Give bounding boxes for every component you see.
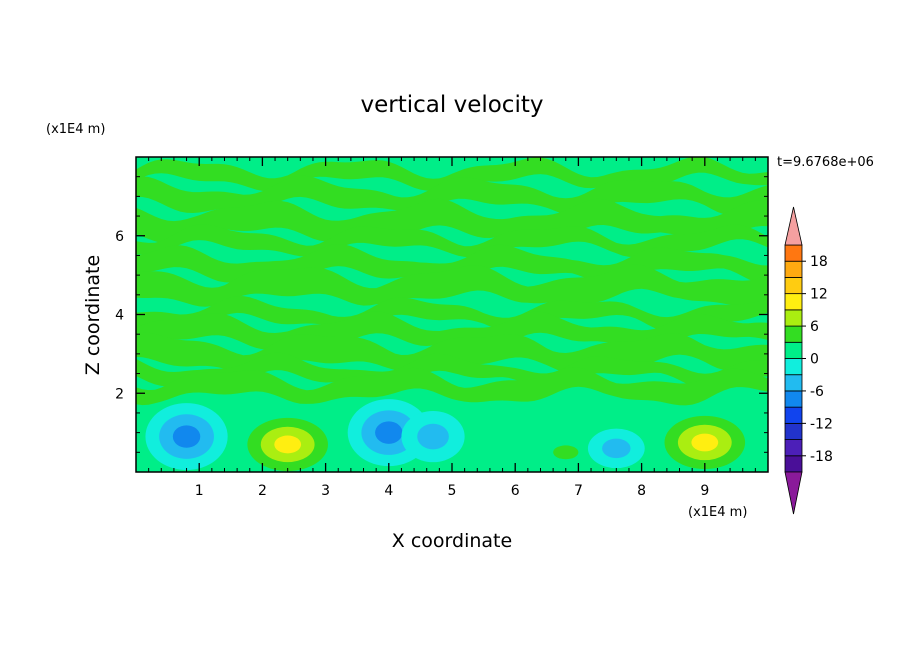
downdraft-contour <box>375 421 403 444</box>
colorbar-label: 12 <box>810 287 828 303</box>
x-tick-label: 9 <box>700 483 709 499</box>
x-unit-label: (x1E4 m) <box>688 505 747 520</box>
colorbar-label: -12 <box>810 416 833 432</box>
colorbar-segment <box>784 455 803 473</box>
y-tick-label: 4 <box>115 308 124 324</box>
colorbar-segment <box>784 358 803 376</box>
x-tick-label: 4 <box>384 483 393 499</box>
contour-band <box>136 198 768 244</box>
y-tick-label: 2 <box>115 386 124 402</box>
x-tick-label: 8 <box>637 483 646 499</box>
colorbar-label: -18 <box>810 449 833 465</box>
updraft-contour <box>691 433 719 452</box>
x-tick-label: 6 <box>511 483 520 499</box>
time-label: t=9.6768e+06 <box>777 155 874 170</box>
plot-area <box>136 157 768 472</box>
colorbar-segment <box>784 244 803 262</box>
y-unit-label: (x1E4 m) <box>46 122 105 137</box>
colorbar-label: 6 <box>810 319 819 335</box>
axes: 1 2 3 4 5 6 7 8 9 2 4 6 <box>115 157 768 499</box>
colorbar-segment <box>784 422 803 440</box>
contour-band <box>136 352 768 390</box>
x-tick-label: 2 <box>258 483 267 499</box>
colorbar-segment <box>784 309 803 327</box>
colorbar: 18 12 6 0 -6 -12 -18 <box>784 206 833 515</box>
downdraft-contour <box>417 423 449 450</box>
colorbar-segment <box>784 406 803 424</box>
colorbar-segment <box>784 390 803 408</box>
colorbar-segment <box>784 260 803 278</box>
colorbar-segment <box>784 277 803 295</box>
contour-band <box>136 175 768 216</box>
x-tick-label: 5 <box>448 483 457 499</box>
y-axis-label: Z coordinate <box>82 255 104 375</box>
x-tick-label: 7 <box>574 483 583 499</box>
colorbar-segment <box>784 293 803 311</box>
colorbar-segment <box>784 341 803 359</box>
updraft-contour <box>274 435 302 454</box>
colorbar-segment <box>784 325 803 343</box>
colorbar-label: 18 <box>810 254 828 270</box>
downdraft-contour <box>172 425 201 448</box>
updraft-contour <box>553 445 579 460</box>
contour-band <box>136 296 768 332</box>
downdraft-contour <box>602 438 631 459</box>
colorbar-under-arrow <box>784 471 803 515</box>
contour-band <box>136 224 768 258</box>
x-tick-label: 1 <box>195 483 204 499</box>
y-tick-label: 6 <box>115 229 124 245</box>
colorbar-label: 0 <box>810 352 819 368</box>
chart-title: vertical velocity <box>361 92 544 118</box>
colorbar-segment <box>784 374 803 392</box>
colorbar-over-arrow <box>784 206 803 246</box>
x-tick-label: 3 <box>321 483 330 499</box>
contour-band <box>136 264 768 307</box>
colorbar-segment <box>784 439 803 457</box>
x-axis-label: X coordinate <box>392 530 512 552</box>
contour-band <box>136 367 768 406</box>
colorbar-label: -6 <box>810 384 824 400</box>
